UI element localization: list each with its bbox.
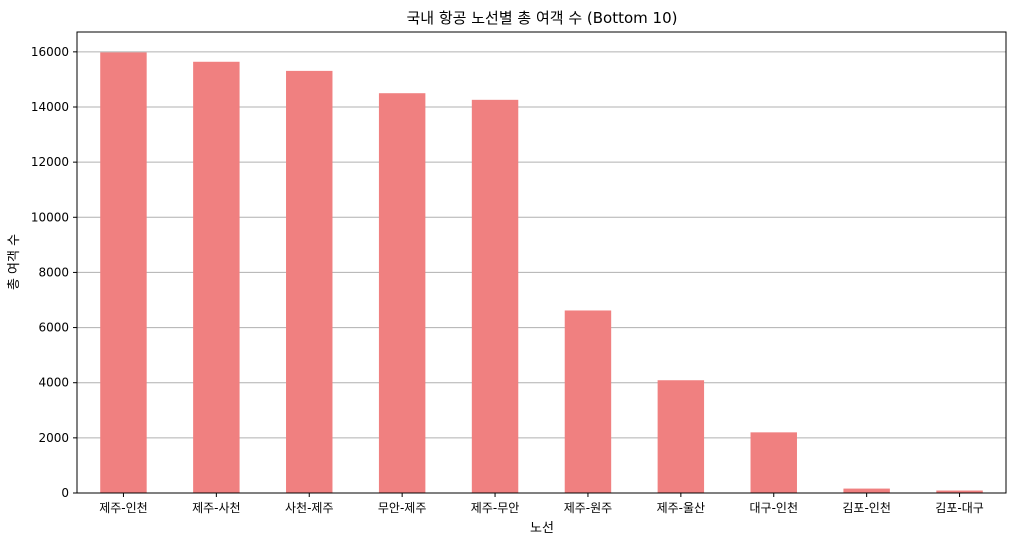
y-axis-label: 총 여객 수	[7, 234, 22, 290]
x-axis: 제주-인천 제주-사천 사천-제주 무안-제주 제주-무안 제주-원주 제주-울산 대구-인천…	[99, 493, 984, 515]
x-tick-label: 사천-제주	[285, 500, 334, 515]
x-tick-label: 제주-무안	[471, 501, 520, 515]
x-tick-label: 제주-울산	[657, 501, 706, 515]
y-tick-label: 8000	[38, 265, 69, 279]
chart-title: 국내 항공 노선별 총 여객 수 (Bottom 10)	[407, 9, 678, 27]
y-tick-label: 6000	[38, 321, 69, 335]
y-axis: 0 2000 4000 6000 8000 10000 12000 14000 16000	[31, 45, 77, 500]
y-tick-label: 14000	[31, 100, 69, 114]
x-tick-label: 제주-사천	[192, 500, 241, 515]
y-tick-label: 12000	[31, 155, 69, 169]
x-tick-label: 대구-인천	[750, 500, 799, 515]
x-tick-label: 김포-인천	[842, 500, 891, 515]
x-axis-label: 노선	[530, 521, 554, 536]
y-tick-label: 4000	[38, 376, 69, 390]
bar	[843, 488, 890, 493]
y-tick-label: 2000	[38, 431, 69, 445]
bar	[286, 70, 333, 494]
bar	[100, 52, 147, 494]
bar	[750, 432, 797, 493]
bars	[100, 52, 983, 494]
y-tick-label: 0	[61, 486, 69, 500]
x-tick-label: 무안-제주	[378, 501, 427, 515]
bar	[936, 490, 983, 493]
x-tick-label: 제주-원주	[564, 501, 613, 515]
x-tick-label: 김포-대구	[935, 501, 984, 515]
y-tick-label: 16000	[31, 45, 69, 59]
bar	[471, 99, 519, 494]
bar	[564, 310, 612, 493]
y-tick-label: 10000	[31, 210, 69, 224]
bar	[193, 61, 240, 493]
x-tick-label: 제주-인천	[99, 500, 148, 515]
plot-frame	[76, 31, 1007, 494]
bar	[378, 93, 426, 494]
bar	[657, 380, 705, 493]
